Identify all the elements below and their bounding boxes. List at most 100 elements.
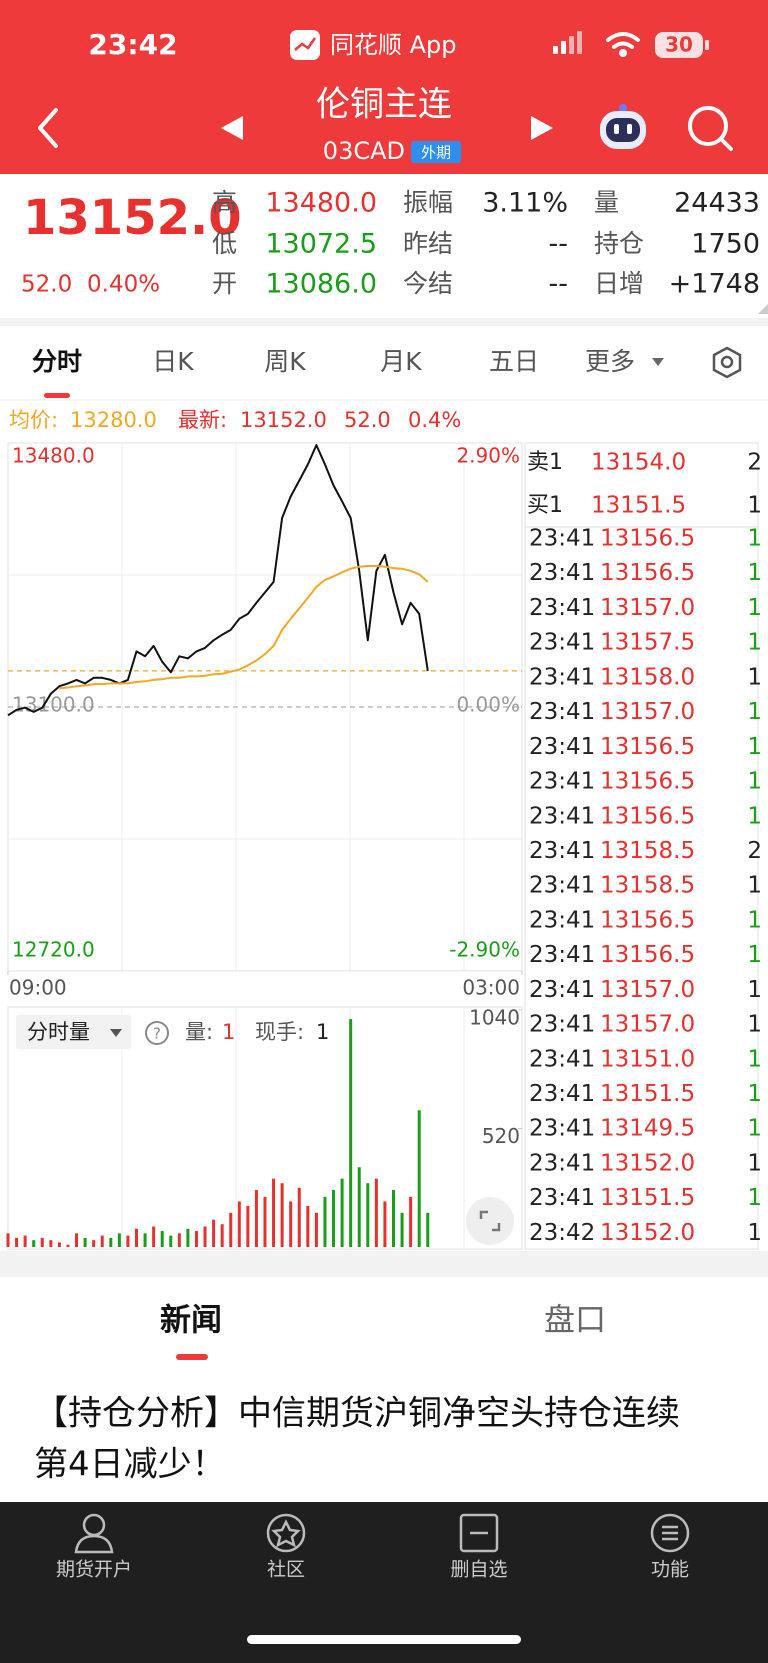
signal-icon [553, 31, 582, 54]
settings-button[interactable] [712, 346, 742, 379]
robot-button[interactable] [600, 104, 646, 149]
corner-mark [758, 304, 768, 314]
trade-volume: 1 [747, 1012, 762, 1038]
prev-button[interactable] [221, 116, 243, 140]
volume-title[interactable]: 分时量 [27, 1020, 90, 1044]
volume-bar [40, 1237, 44, 1247]
price-change-pct: 0.40% [87, 272, 160, 298]
avg-label: 均价: [9, 408, 58, 432]
trade-volume: 1 [747, 977, 762, 1003]
quote-value: 24433 [674, 188, 760, 219]
trade-time: 23:41 [529, 907, 595, 933]
volume-bar [194, 1231, 198, 1247]
expand-button[interactable] [466, 1197, 514, 1245]
book-label: 卖1 [527, 450, 563, 475]
volume-bar [237, 1201, 241, 1247]
book-label: 买1 [527, 493, 563, 518]
volume-bar [23, 1235, 27, 1247]
chart-tab[interactable]: 周K [264, 347, 306, 376]
help-icon[interactable] [145, 1021, 169, 1045]
volume-bar [263, 1196, 267, 1247]
y-tick-label: 12720.0 [12, 938, 95, 962]
volume-bar [49, 1240, 53, 1247]
volume-bar [169, 1235, 173, 1247]
quote-value: 1750 [691, 229, 760, 260]
trade-time: 23:41 [529, 1012, 595, 1038]
volume-bar [374, 1178, 378, 1247]
trade-volume: 1 [747, 1046, 762, 1072]
chart-tab[interactable]: 分时 [32, 347, 82, 376]
trade-price: 13157.0 [600, 1012, 695, 1038]
volume-bar [109, 1237, 113, 1247]
last-price: 13152.0 [23, 190, 242, 246]
volume-bar [314, 1212, 318, 1247]
tab-underline [44, 393, 70, 398]
y2-tick-label: -2.90% [449, 938, 520, 962]
nav-item[interactable]: 期货开户 [56, 1559, 132, 1581]
book-volume: 1 [747, 493, 762, 519]
trade-time: 23:41 [529, 699, 595, 725]
quote-label: 昨结 [403, 229, 453, 258]
quote-label: 持仓 [594, 229, 644, 258]
volume-bar [272, 1178, 276, 1247]
chart-tab[interactable]: 日K [152, 347, 194, 376]
trade-list: 23:41 13156.5 123:41 13156.5 123:41 13157.0 12… [529, 526, 762, 1246]
trade-time: 23:41 [529, 803, 595, 829]
status-time: 23:42 [88, 28, 177, 61]
quote-value: 13086.0 [265, 269, 377, 300]
news-headline[interactable]: 【持仓分析】中信期货沪铜净空头持仓连续 [34, 1394, 680, 1434]
news-tab[interactable]: 新闻 [160, 1303, 222, 1339]
volume-bar [212, 1219, 216, 1247]
volume-bar [409, 1196, 413, 1247]
volume-bar [177, 1233, 181, 1247]
chart-tab[interactable]: 五日 [489, 347, 539, 376]
trade-price: 13156.5 [600, 734, 695, 760]
home-indicator [247, 1635, 521, 1644]
battery [655, 32, 703, 58]
volume-bar [297, 1187, 301, 1247]
more-caret [652, 358, 664, 366]
nav-item[interactable]: 社区 [267, 1559, 305, 1581]
book-volume: 2 [747, 450, 762, 476]
chart-tab[interactable]: 月K [380, 347, 422, 376]
volume-bar [152, 1226, 156, 1247]
book-price: 13154.0 [591, 450, 686, 476]
volume-bar [160, 1231, 164, 1247]
trade-time: 23:41 [529, 942, 595, 968]
news-headline[interactable]: 第4日减少！ [34, 1445, 226, 1485]
volume-bar [349, 1019, 353, 1247]
trade-volume: 1 [747, 769, 762, 795]
change-value: 52.0 [344, 408, 391, 432]
trade-price: 13156.5 [600, 803, 695, 829]
nav-item[interactable]: 功能 [651, 1559, 689, 1581]
section-gap [0, 318, 768, 326]
quote-value: 13072.5 [265, 229, 377, 260]
volume-bar [366, 1183, 370, 1247]
chart-tab[interactable]: 更多 [585, 347, 635, 376]
news-tab[interactable]: 盘口 [544, 1303, 606, 1339]
book-price: 13151.5 [591, 493, 686, 519]
quote-label: 量 [594, 188, 619, 217]
trade-time: 23:41 [529, 526, 595, 552]
volume-selector[interactable] [16, 1015, 131, 1049]
nav-item[interactable]: 删自选 [450, 1559, 507, 1581]
volume-bar [117, 1233, 121, 1247]
trade-volume: 1 [747, 526, 762, 552]
trade-volume: 1 [747, 1081, 762, 1107]
trade-volume: 1 [747, 1220, 762, 1246]
average-line [59, 565, 429, 690]
quote-value: -- [549, 269, 569, 300]
trade-price: 13157.0 [600, 977, 695, 1003]
next-button[interactable] [531, 116, 553, 140]
trade-volume: 1 [747, 699, 762, 725]
search-button[interactable] [688, 106, 733, 151]
trade-price: 13156.5 [600, 769, 695, 795]
x-tick-label: 09:00 [9, 976, 67, 1000]
trade-volume: 1 [747, 734, 762, 760]
back-button[interactable] [38, 108, 58, 148]
volume-bar [75, 1233, 79, 1247]
trade-volume: 1 [747, 595, 762, 621]
price-change: 52.0 [21, 272, 72, 298]
quote-label: 今结 [403, 269, 453, 298]
